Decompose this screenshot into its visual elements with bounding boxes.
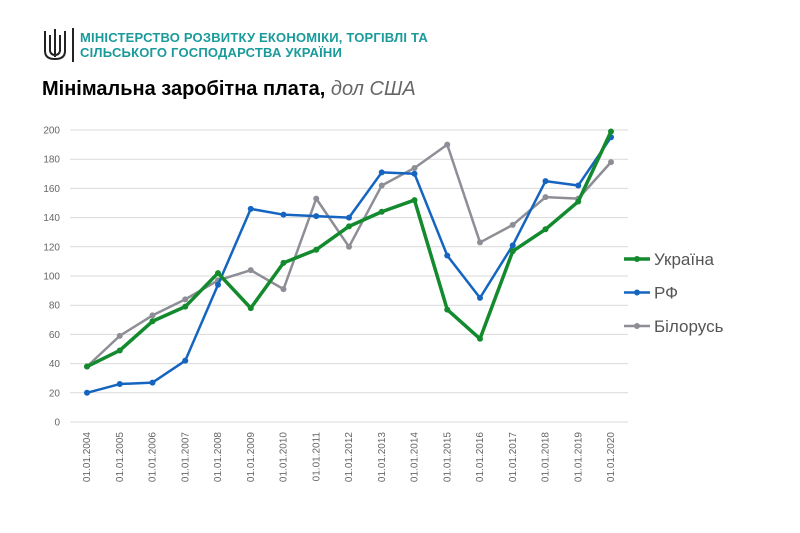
- data-point: [444, 252, 451, 259]
- y-tick-label: 140: [43, 213, 60, 224]
- data-point: [509, 248, 516, 255]
- legend-marker: [634, 256, 640, 262]
- y-tick-label: 60: [49, 330, 61, 341]
- title-main: Мінімальна заробітна плата,: [42, 78, 326, 100]
- x-tick-label: 01.01.2005: [115, 432, 126, 482]
- x-tick-label: 01.01.2015: [442, 432, 453, 482]
- data-point: [313, 246, 320, 253]
- y-tick-label: 40: [49, 359, 61, 370]
- x-tick-label: 01.01.2019: [573, 432, 584, 482]
- legend-label: Білорусь: [654, 317, 724, 336]
- data-point: [444, 141, 451, 148]
- data-point: [542, 194, 549, 201]
- ministry-line-2: СІЛЬСЬКОГО ГОСПОДАРСТВА УКРАЇНИ: [80, 45, 343, 60]
- data-point: [84, 363, 90, 370]
- x-tick-label: 01.01.2018: [541, 432, 552, 482]
- data-point: [509, 242, 516, 249]
- data-point: [477, 335, 483, 342]
- series-line-2: [86, 143, 612, 368]
- y-tick-label: 160: [43, 184, 60, 195]
- header-divider: [72, 28, 74, 62]
- data-point: [477, 239, 483, 246]
- legend-marker: [634, 323, 640, 329]
- data-point: [411, 170, 418, 177]
- y-tick-label: 20: [49, 388, 61, 399]
- data-point: [149, 379, 156, 386]
- data-point: [84, 389, 90, 396]
- title-unit: дол США: [330, 78, 416, 100]
- data-point: [116, 347, 123, 354]
- data-point: [509, 221, 516, 228]
- x-tick-label: 01.01.2008: [213, 432, 224, 482]
- x-tick-label: 01.01.2020: [606, 432, 617, 482]
- legend-label: Україна: [654, 250, 714, 269]
- x-tick-label: 01.01.2004: [82, 432, 93, 482]
- series-line-1: [86, 136, 613, 395]
- data-point: [247, 305, 254, 312]
- legend-label: РФ: [654, 284, 678, 303]
- x-tick-label: 01.01.2016: [475, 432, 486, 482]
- data-point: [215, 281, 221, 288]
- y-tick-label: 180: [43, 155, 60, 166]
- x-tick-label: 01.01.2011: [311, 432, 322, 482]
- y-tick-label: 0: [54, 418, 60, 429]
- data-point: [280, 286, 287, 293]
- data-point: [215, 270, 221, 277]
- y-tick-label: 80: [49, 301, 61, 312]
- data-point: [378, 208, 385, 215]
- data-point: [346, 223, 352, 230]
- x-tick-label: 01.01.2006: [148, 432, 159, 482]
- ministry-name: МІНІСТЕРСТВО РОЗВИТКУ ЕКОНОМІКИ, ТОРГІВЛ…: [80, 30, 428, 60]
- x-tick-label: 01.01.2017: [508, 432, 519, 482]
- data-point: [608, 128, 614, 135]
- ministry-line-1: МІНІСТЕРСТВО РОЗВИТКУ ЕКОНОМІКИ, ТОРГІВЛ…: [80, 30, 428, 45]
- x-tick-label: 01.01.2010: [279, 432, 290, 482]
- data-point: [378, 169, 385, 176]
- legend-marker: [634, 289, 640, 296]
- data-point: [411, 164, 418, 171]
- data-point: [247, 205, 254, 212]
- x-tick-label: 01.01.2007: [180, 432, 191, 482]
- data-point: [149, 312, 156, 319]
- data-point: [575, 182, 582, 189]
- data-point: [477, 294, 483, 301]
- data-point: [116, 332, 123, 339]
- x-tick-label: 01.01.2014: [410, 432, 421, 482]
- data-point: [542, 226, 549, 233]
- trident-emblem-icon: [44, 29, 66, 61]
- data-point: [182, 357, 189, 364]
- data-point: [182, 303, 189, 310]
- data-point: [313, 195, 320, 202]
- data-point: [542, 178, 549, 185]
- data-point: [608, 159, 614, 166]
- data-point: [182, 296, 189, 303]
- data-point: [280, 211, 287, 218]
- x-tick-label: 01.01.2009: [246, 432, 257, 482]
- data-point: [346, 214, 352, 221]
- data-point: [575, 198, 582, 205]
- data-point: [280, 259, 287, 266]
- data-point: [378, 182, 385, 189]
- data-point: [116, 381, 123, 388]
- x-tick-label: 01.01.2013: [377, 432, 388, 482]
- data-point: [444, 306, 451, 313]
- data-point: [149, 318, 156, 325]
- x-tick-label: 01.01.2012: [344, 432, 355, 482]
- data-point: [247, 267, 254, 274]
- data-point: [346, 243, 352, 250]
- y-tick-label: 120: [43, 242, 60, 253]
- y-tick-label: 200: [43, 126, 60, 137]
- y-tick-label: 100: [43, 272, 60, 283]
- data-point: [313, 213, 320, 220]
- data-point: [411, 197, 418, 204]
- chart-title: Мінімальна заробітна плата, дол США: [42, 78, 416, 101]
